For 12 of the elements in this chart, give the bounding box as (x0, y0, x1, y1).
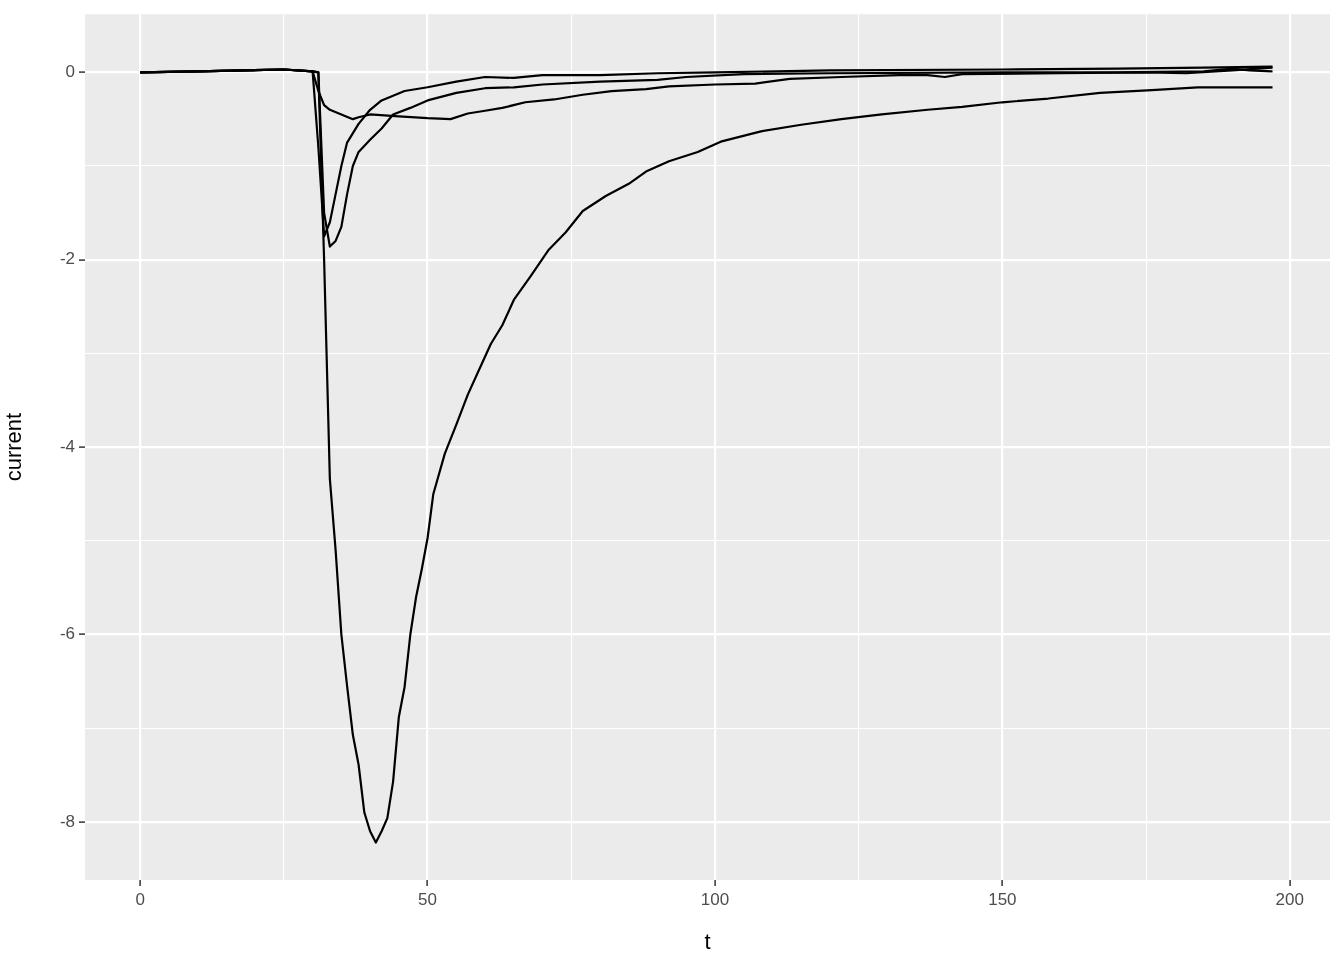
x-tick-label: 200 (1275, 889, 1304, 909)
y-tick-label: -2 (59, 249, 75, 269)
x-tick-label: 0 (135, 889, 145, 909)
y-tick-label: -4 (59, 436, 75, 456)
x-tick-label: 50 (418, 889, 438, 909)
x-tick-label: 100 (700, 889, 730, 909)
y-tick-label: 0 (65, 61, 75, 81)
y-tick-label: -6 (59, 624, 75, 644)
y-tick-label: -8 (59, 811, 75, 831)
y-axis-title: current (1, 412, 27, 482)
x-tick-label: 150 (988, 889, 1017, 909)
x-axis-title: t (704, 928, 711, 954)
